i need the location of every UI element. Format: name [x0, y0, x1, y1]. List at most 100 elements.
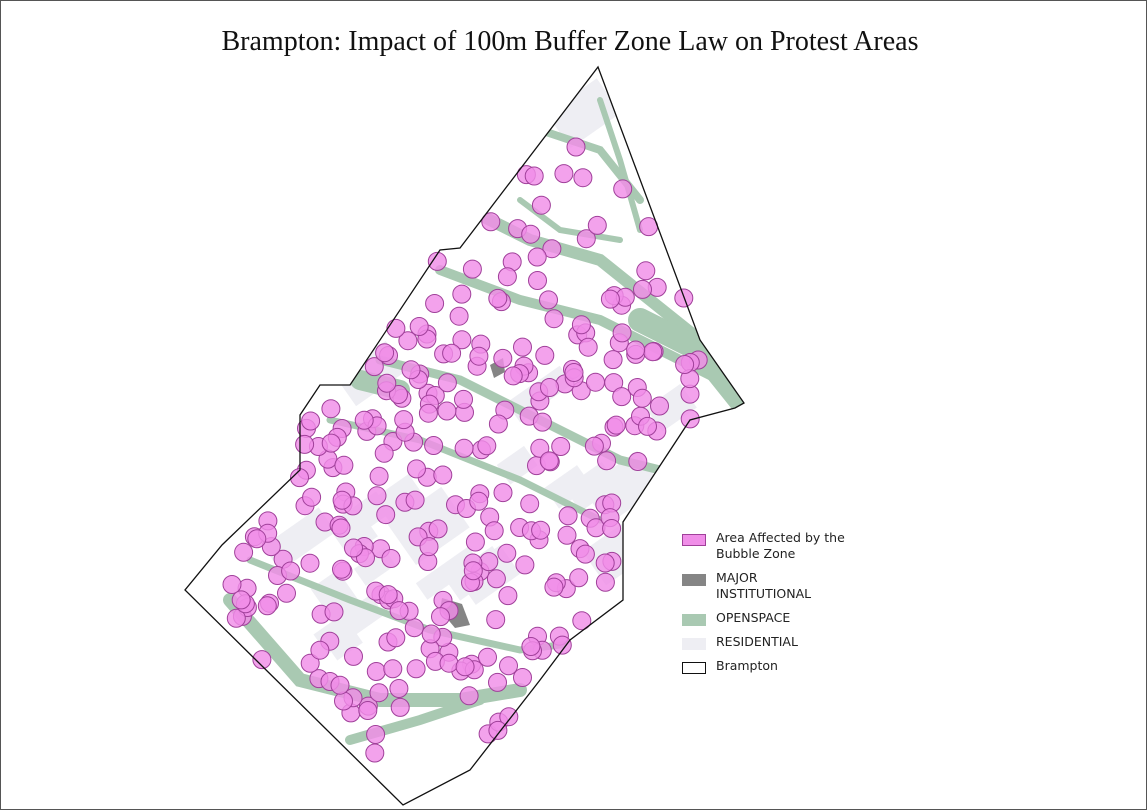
bubble-zone	[300, 653, 320, 673]
bubble-zone	[587, 215, 607, 235]
bubble-zone	[377, 373, 397, 393]
bubble-zone	[595, 572, 615, 592]
bubble-zone	[552, 635, 572, 655]
bubble-zone	[452, 284, 472, 304]
bubble-zone	[389, 385, 408, 404]
bubble-zone	[626, 340, 646, 360]
bubble-zone	[234, 542, 254, 562]
bubble-zone	[455, 657, 475, 677]
bubble-zone	[375, 343, 395, 363]
bubble-zone	[358, 701, 378, 720]
bubble-zone	[364, 357, 384, 377]
bubble-zone	[386, 318, 406, 338]
legend-label: MAJOR INSTITUTIONAL	[716, 570, 812, 601]
bubble-zone	[554, 164, 574, 184]
bubble-zone	[488, 414, 508, 434]
bubble-zone	[366, 725, 386, 744]
bubble-zone	[257, 596, 277, 616]
bubble-zone	[366, 662, 386, 681]
bubble-zone	[277, 583, 296, 603]
bubble-zone	[535, 345, 555, 365]
bubble-zone	[576, 229, 596, 249]
bubble-zone	[532, 412, 552, 432]
legend-item: MAJOR INSTITUTIONAL	[682, 570, 856, 602]
bubble-zone	[539, 451, 559, 471]
bubble-zone	[477, 436, 497, 456]
bubble-zone	[628, 452, 648, 471]
bubble-zone	[595, 553, 615, 573]
bubble-zone	[551, 437, 571, 456]
bubble-zone	[369, 466, 389, 486]
bubble-zone	[405, 490, 425, 510]
bubble-zone	[437, 401, 457, 421]
bubble-zone	[331, 518, 351, 538]
bubble-zone	[544, 309, 564, 329]
bubble-zone	[612, 387, 632, 407]
bubble-zone	[531, 195, 551, 215]
bubble-zone	[424, 436, 444, 455]
bubble-zone	[324, 602, 344, 622]
bubble-zone	[521, 224, 541, 244]
residential-patch	[415, 546, 480, 600]
bubble-zone	[513, 337, 532, 357]
bubble-zone	[600, 289, 620, 309]
residential-patch	[310, 569, 365, 629]
bubble-zone	[643, 342, 663, 362]
bubble-zone	[252, 650, 272, 670]
bubble-zone	[528, 271, 547, 290]
bubble-zone	[334, 691, 353, 711]
legend-swatch	[682, 534, 706, 546]
legend-item: OPENSPACE	[682, 610, 856, 626]
bubble-zone	[612, 323, 632, 343]
bubble-zone	[632, 388, 652, 408]
bubble-zone	[454, 389, 473, 409]
bubble-zone	[433, 465, 453, 485]
bubble-zone	[427, 251, 447, 271]
bubble-zone	[386, 628, 406, 648]
bubble-zone	[376, 505, 396, 525]
bubble-zone	[515, 555, 535, 575]
bubble-zone	[383, 659, 403, 679]
bubble-zone	[584, 436, 604, 456]
bubble-zone	[334, 455, 354, 475]
bubble-zone	[407, 459, 426, 479]
bubble-zone	[531, 520, 551, 540]
bubble-zone	[520, 494, 540, 514]
bubble-zone	[544, 577, 564, 597]
bubble-zone	[301, 411, 321, 431]
bubble-zone	[597, 451, 617, 471]
bubble-zone	[374, 443, 394, 463]
bubble-zone	[428, 519, 448, 539]
bubble-zone	[499, 656, 518, 676]
bubble-zone	[675, 355, 695, 374]
bubble-zone	[449, 306, 469, 326]
bubble-zone	[394, 410, 414, 430]
legend-label: OPENSPACE	[716, 610, 791, 625]
bubble-zone	[530, 438, 550, 458]
legend-swatch	[682, 662, 706, 674]
bubble-zone	[344, 538, 363, 558]
bubble-zone	[231, 590, 251, 610]
bubble-zone	[354, 410, 374, 430]
bubble-zone	[454, 438, 474, 458]
bubble-zone	[488, 288, 508, 308]
bubble-zone	[542, 239, 562, 259]
bubble-zone	[381, 549, 401, 568]
city-boundary	[184, 65, 745, 806]
bubble-zone	[401, 360, 421, 380]
bubble-zone	[439, 653, 459, 673]
bubble-zone	[602, 519, 622, 538]
bubble-zone	[437, 373, 457, 393]
bubble-zone	[586, 372, 605, 392]
bubble-zone	[222, 575, 242, 594]
bubble-zone	[406, 659, 426, 679]
bubble-zone	[425, 294, 445, 313]
bubble-zone	[365, 743, 385, 763]
bubble-zone	[638, 416, 657, 436]
legend-item: Brampton	[682, 658, 856, 674]
bubble-zone	[389, 679, 409, 698]
bubble-zone	[540, 378, 559, 397]
bubble-zone	[575, 544, 595, 564]
